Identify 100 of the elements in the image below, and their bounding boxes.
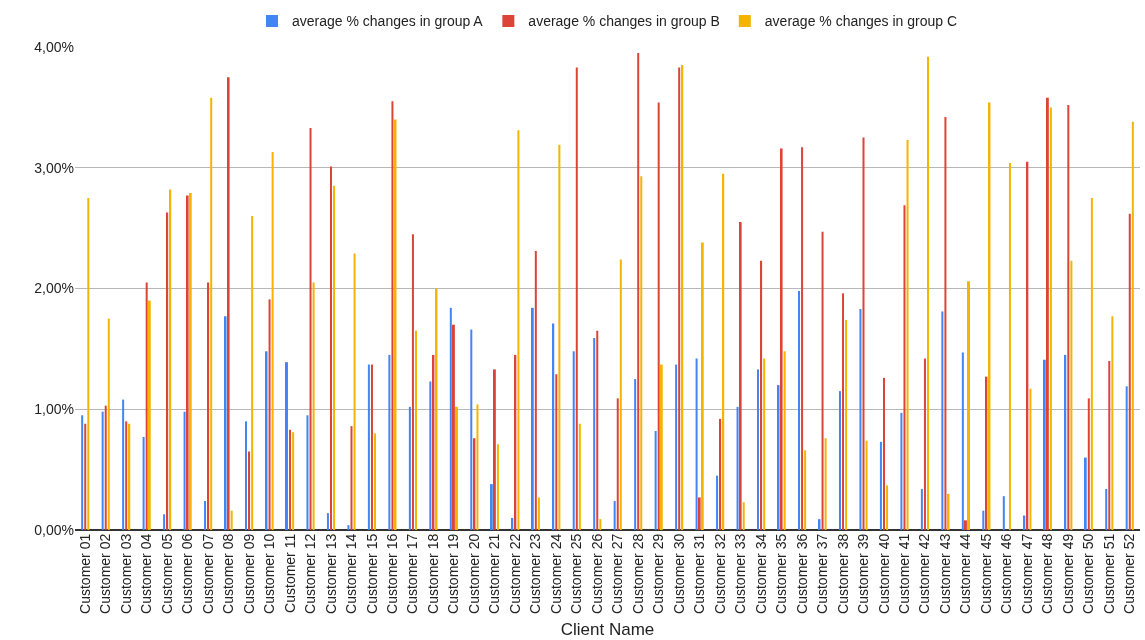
legend-label: average % changes in group B [528, 13, 720, 30]
bar [408, 406, 411, 530]
bar [739, 222, 742, 530]
x-tick-label: Customer 14 [343, 533, 360, 614]
bar [1046, 97, 1049, 530]
bar [1049, 107, 1052, 530]
bar [859, 309, 862, 530]
bar [476, 404, 479, 530]
x-tick-label: Customer 43 [936, 533, 953, 614]
bar [575, 67, 578, 530]
bar [654, 430, 657, 530]
bar [326, 513, 329, 530]
x-tick-label: Customer 35 [773, 533, 790, 614]
x-tick-label: Customer 52 [1121, 533, 1138, 614]
bar [496, 444, 499, 530]
bar [742, 502, 745, 530]
y-tick-label: 0,00% [34, 521, 74, 538]
bar [982, 510, 985, 530]
bar [537, 497, 540, 530]
x-tick-label: Customer 12 [302, 533, 319, 614]
bar [145, 282, 148, 530]
bar [675, 364, 678, 530]
bar [552, 323, 555, 530]
x-tick-label: Customer 19 [445, 533, 462, 614]
x-tick-label: Customer 09 [240, 533, 257, 614]
x-tick-label: Customer 17 [404, 533, 421, 614]
bar [1111, 316, 1114, 530]
x-tick-label: Customer 13 [322, 533, 339, 614]
x-tick-label: Customer 11 [281, 533, 298, 613]
bar [701, 242, 704, 530]
bar [394, 119, 397, 530]
bar [777, 385, 780, 530]
bar [695, 358, 698, 530]
y-tick-label: 1,00% [34, 401, 74, 418]
bar [804, 450, 807, 530]
bar [84, 423, 87, 530]
x-tick-label: Customer 29 [650, 533, 667, 614]
x-tick-label: Customer 32 [711, 533, 728, 614]
bar [862, 137, 865, 530]
bar [882, 377, 885, 530]
x-tick-label: Customer 20 [465, 533, 482, 614]
bar [821, 231, 824, 530]
bar [941, 311, 944, 530]
bar [961, 352, 964, 530]
bar [210, 97, 213, 530]
x-tick-label: Customer 06 [179, 533, 196, 614]
bar [309, 127, 312, 530]
x-tick-label: Customer 49 [1059, 533, 1076, 614]
x-tick-label: Customer 45 [977, 533, 994, 614]
bar [251, 216, 254, 530]
bar [1067, 104, 1070, 530]
bar [719, 418, 722, 530]
x-tick-label: Customer 21 [486, 533, 503, 614]
bar [640, 176, 643, 530]
bar [350, 426, 353, 530]
bar [1043, 359, 1046, 530]
bar [142, 437, 145, 530]
x-tick-label: Customer 50 [1080, 533, 1097, 614]
bar [1087, 398, 1090, 530]
bar [578, 423, 581, 530]
bar [81, 415, 84, 530]
bar [906, 139, 909, 530]
bar [534, 251, 537, 530]
bar [449, 307, 452, 530]
bar [783, 351, 786, 530]
bar [493, 369, 496, 530]
x-tick-label: Customer 02 [97, 533, 114, 614]
x-tick-label: Customer 36 [793, 533, 810, 614]
x-tick-label: Customer 03 [117, 533, 134, 614]
bar [760, 260, 763, 530]
x-tick-label: Customer 27 [609, 533, 626, 614]
bar [245, 421, 248, 530]
bar [944, 117, 947, 530]
bar [599, 519, 602, 530]
bar [824, 438, 827, 530]
bar [736, 406, 739, 530]
x-tick-label: Customer 34 [752, 533, 769, 614]
bar [634, 379, 637, 530]
bar [166, 212, 169, 530]
bar [572, 351, 575, 530]
bar [230, 510, 233, 530]
x-tick-label: Customer 41 [896, 533, 913, 614]
bar [312, 282, 315, 530]
bar [967, 281, 970, 530]
x-tick-label: Customer 47 [1018, 533, 1035, 614]
x-tick-label: Customer 23 [527, 533, 544, 614]
bar [845, 319, 848, 530]
bar [163, 514, 166, 530]
x-tick-label: Customer 51 [1100, 533, 1117, 614]
bar [374, 433, 377, 530]
y-tick-label: 2,00% [34, 280, 74, 297]
y-tick-label: 4,00% [34, 38, 74, 55]
x-tick-label: Customer 38 [834, 533, 851, 614]
x-tick-label: Customer 16 [384, 533, 400, 614]
bar [900, 412, 903, 530]
bar [593, 338, 596, 530]
bar [757, 369, 760, 530]
x-tick-label: Customer 10 [261, 533, 278, 614]
bar [452, 324, 455, 530]
bar [101, 411, 104, 530]
